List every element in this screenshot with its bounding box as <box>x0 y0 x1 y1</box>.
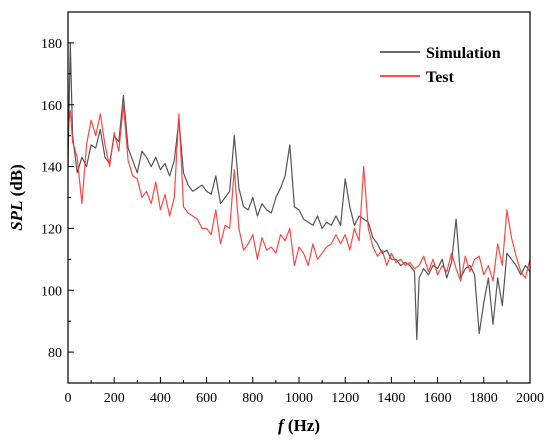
y-tick-label: 180 <box>41 37 62 52</box>
x-tick-label: 400 <box>150 391 171 406</box>
x-tick-label: 0 <box>65 391 72 406</box>
x-tick-label: 1400 <box>377 391 405 406</box>
x-tick-label: 800 <box>242 391 263 406</box>
ticks-layer <box>67 42 531 383</box>
x-axis-unit: (Hz) <box>288 416 320 435</box>
x-tick-label: 2000 <box>516 391 544 406</box>
x-axis-symbol: f <box>278 416 286 435</box>
y-axis-unit: (dB) <box>7 164 26 196</box>
series-line-test <box>67 104 531 282</box>
series-line-simulation <box>67 42 531 341</box>
x-tick-labels: 0 200 400 600 800 1000 1200 1400 1600 1800 2000 <box>65 391 545 406</box>
y-axis-title: SPL (dB) <box>7 164 26 231</box>
y-tick-label: 80 <box>48 346 62 361</box>
y-tick-label: 140 <box>41 161 62 176</box>
x-tick-label: 200 <box>104 391 125 406</box>
plot-frame <box>67 11 531 384</box>
y-tick-label: 100 <box>41 284 62 299</box>
legend: Simulation Test <box>380 45 501 86</box>
x-tick-label: 1600 <box>424 391 452 406</box>
x-tick-label: 1000 <box>285 391 313 406</box>
x-tick-label: 1200 <box>331 391 359 406</box>
y-tick-label: 160 <box>41 99 62 114</box>
x-axis-title: f (Hz) <box>278 416 320 435</box>
y-axis-symbol: SPL <box>7 201 26 231</box>
series-layer <box>67 42 531 341</box>
x-tick-label: 600 <box>196 391 217 406</box>
y-tick-label: 120 <box>41 222 62 237</box>
legend-label-simulation: Simulation <box>426 45 501 62</box>
y-tick-labels: 80 100 120 140 160 180 <box>41 37 62 361</box>
x-tick-label: 1800 <box>470 391 498 406</box>
legend-label-test: Test <box>426 69 455 86</box>
